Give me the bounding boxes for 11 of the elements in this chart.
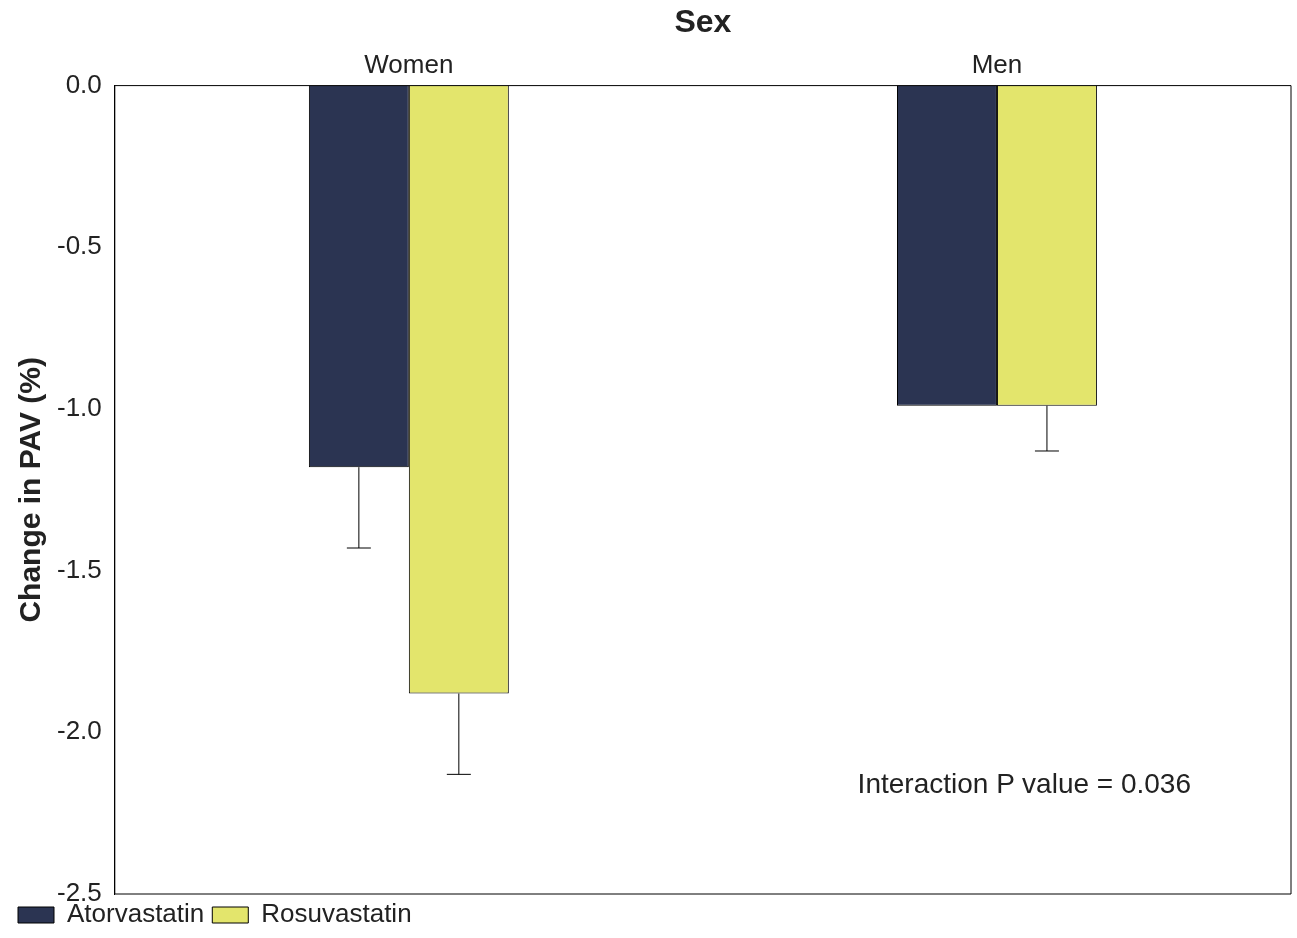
annotation: Interaction P value = 0.036 [857,767,1191,799]
y-tick-label: 0.0 [65,68,102,99]
legend-label: Rosuvastatin [261,898,412,929]
y-tick-label: -2.0 [56,715,102,746]
y-axis-title: Change in PAV (%) [13,357,47,623]
x-tick-label: Women [364,49,454,80]
x-axis-title: Sex [674,3,732,40]
y-tick-label: -1.5 [56,553,102,584]
y-tick-label: -0.5 [56,230,102,261]
x-tick-label: Men [971,49,1023,80]
y-tick-label: -1.0 [56,392,102,423]
